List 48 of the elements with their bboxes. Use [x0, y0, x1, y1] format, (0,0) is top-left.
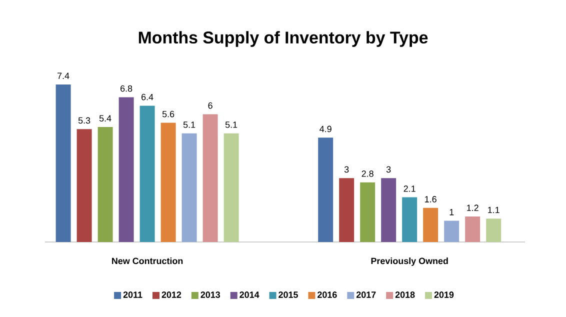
data-label: 5.6 — [162, 110, 174, 118]
legend-label: 2014 — [240, 292, 260, 298]
bar — [202, 114, 218, 242]
data-label: 1.2 — [467, 204, 478, 211]
legend-label: 2019 — [434, 292, 454, 298]
data-label: 5.4 — [99, 115, 112, 122]
data-label: 3 — [344, 166, 349, 173]
bar — [318, 138, 334, 242]
bar — [160, 122, 176, 242]
bar — [98, 127, 113, 242]
bar — [402, 197, 418, 242]
data-label: 2.1 — [404, 186, 416, 192]
bar — [224, 133, 239, 242]
data-label: 1 — [450, 209, 454, 216]
data-label: 3 — [386, 166, 391, 173]
legend-label: 2017 — [356, 292, 376, 298]
chart-title: Months Supply of Inventory by Type — [138, 31, 428, 47]
bar — [339, 178, 354, 242]
bar — [182, 133, 197, 242]
bar — [423, 208, 438, 242]
bar — [76, 129, 92, 242]
data-label: 2.8 — [362, 170, 374, 177]
bar — [465, 216, 480, 242]
data-label: 5.1 — [225, 122, 238, 128]
data-label: 6.4 — [142, 94, 154, 100]
bar — [360, 182, 376, 242]
legend-label: 2015 — [278, 292, 298, 298]
bar — [118, 97, 134, 242]
legend-label: 2012 — [162, 292, 182, 298]
data-label: 4.9 — [320, 126, 332, 132]
x-tick-label: New Contruction — [112, 258, 183, 264]
data-label: 6.8 — [120, 85, 132, 92]
x-tick-label: Previously Owned — [371, 258, 448, 266]
legend-label: 2013 — [200, 292, 220, 298]
data-label: 1.6 — [425, 196, 436, 202]
legend-label: 2016 — [318, 292, 337, 298]
data-label: 1.1 — [488, 206, 500, 214]
bar — [486, 218, 502, 242]
data-label: 5.3 — [78, 117, 90, 124]
legend-label: 2011 — [123, 292, 142, 298]
data-label: 6 — [208, 102, 212, 109]
bar — [56, 84, 71, 242]
legend-label: 2018 — [395, 292, 415, 298]
bar — [381, 178, 396, 242]
data-label: 5.1 — [183, 122, 196, 128]
data-label: 7.4 — [58, 72, 70, 79]
bar — [140, 106, 155, 242]
bar — [444, 220, 460, 242]
